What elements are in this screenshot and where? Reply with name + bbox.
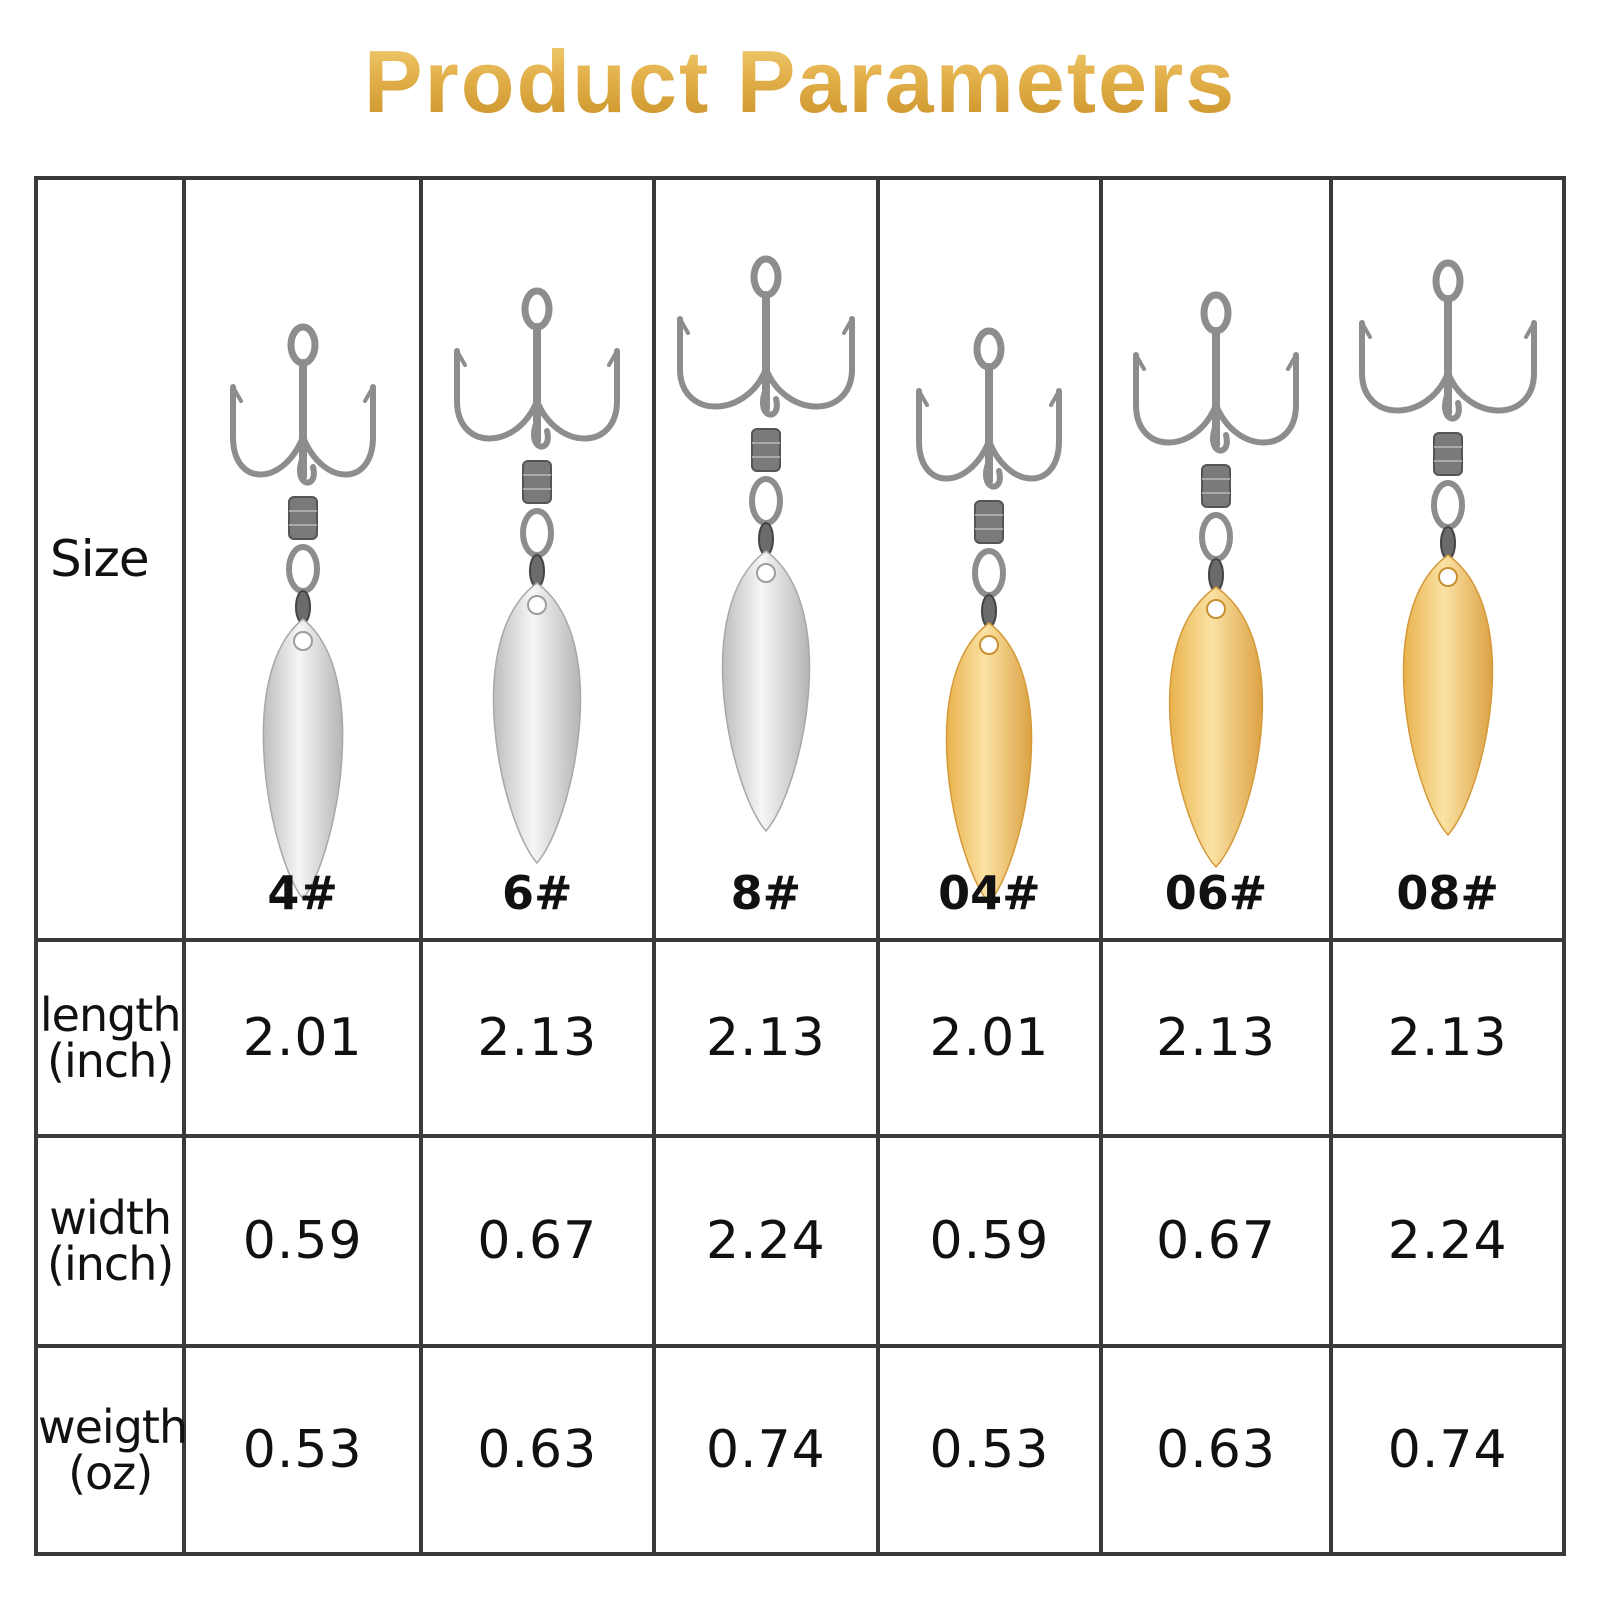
width-value: 2.24 xyxy=(1329,1134,1566,1348)
length-value: 2.13 xyxy=(418,938,656,1138)
product-cell: 6# xyxy=(418,176,656,942)
length-value: 2.01 xyxy=(876,938,1103,1138)
width-row-label: width (inch) xyxy=(33,1134,187,1348)
willow-blade xyxy=(946,622,1033,899)
size-label: 4# xyxy=(267,866,338,920)
treble-hook xyxy=(1133,291,1300,454)
weight-value: 0.74 xyxy=(651,1344,881,1556)
width-value: 0.67 xyxy=(1098,1134,1334,1348)
length-value: 2.13 xyxy=(651,938,881,1138)
size-row-label: Size xyxy=(33,176,187,942)
weight-unit: (oz) xyxy=(68,1446,153,1500)
size-label: 8# xyxy=(730,866,802,920)
weight-value: 0.53 xyxy=(182,1344,423,1556)
weight-value: 0.63 xyxy=(1098,1344,1334,1556)
weight-row-label: weigth (oz) xyxy=(33,1344,188,1556)
product-cell: 06# xyxy=(1098,176,1334,942)
willow-blade xyxy=(493,582,582,865)
parameters-table: Size 4# 6# 8# 04# 06# 08# length (inch xyxy=(33,176,1566,1556)
width-row: width (inch) 0.59 0.67 2.24 0.59 0.67 2.… xyxy=(33,1134,1566,1348)
product-cell: 4# xyxy=(182,176,423,942)
spinner-hook-icon xyxy=(229,323,376,899)
spinner-hook-icon xyxy=(676,255,855,833)
width-value: 0.59 xyxy=(182,1134,423,1348)
length-value: 2.13 xyxy=(1098,938,1334,1138)
size-label: 6# xyxy=(502,866,573,920)
width-label: width xyxy=(49,1191,172,1245)
weight-value: 0.53 xyxy=(876,1344,1103,1556)
parameters-table-wrapper: Size 4# 6# 8# 04# 06# 08# length (inch xyxy=(33,176,1566,1556)
length-row: length (inch) 2.01 2.13 2.13 2.01 2.13 2… xyxy=(33,938,1566,1138)
weight-label: weigth xyxy=(38,1400,188,1454)
treble-hook xyxy=(229,323,376,486)
product-cell: 08# xyxy=(1329,176,1566,942)
length-value: 2.13 xyxy=(1329,938,1566,1138)
willow-blade xyxy=(1402,554,1493,837)
product-cell: 8# xyxy=(651,176,881,942)
spinner-hook-icon xyxy=(916,327,1063,899)
length-value: 2.01 xyxy=(182,938,423,1138)
size-label: 08# xyxy=(1396,866,1499,920)
page-title: Product Parameters xyxy=(0,32,1600,132)
weight-value: 0.63 xyxy=(418,1344,656,1556)
length-row-label: length (inch) xyxy=(33,938,187,1138)
weight-row: weigth (oz) 0.53 0.63 0.74 0.53 0.63 0.7… xyxy=(33,1344,1566,1556)
willow-blade xyxy=(1168,586,1264,869)
width-value: 2.24 xyxy=(651,1134,881,1348)
spinner-hook-icon xyxy=(1133,291,1300,869)
treble-hook xyxy=(676,255,855,418)
weight-value: 0.74 xyxy=(1329,1344,1566,1556)
width-value: 0.59 xyxy=(876,1134,1103,1348)
treble-hook xyxy=(454,287,621,450)
treble-hook xyxy=(916,327,1063,490)
width-value: 0.67 xyxy=(418,1134,656,1348)
size-row: Size 4# 6# 8# 04# 06# 08# xyxy=(33,176,1566,942)
willow-blade xyxy=(262,618,344,899)
willow-blade xyxy=(721,550,811,833)
spinner-hook-icon xyxy=(454,287,621,865)
treble-hook xyxy=(1358,259,1537,422)
spinner-hook-icon xyxy=(1358,259,1537,837)
length-unit: (inch) xyxy=(47,1034,174,1088)
length-label: length xyxy=(39,988,182,1042)
size-label: 06# xyxy=(1164,866,1268,920)
product-cell: 04# xyxy=(876,176,1103,942)
width-unit: (inch) xyxy=(47,1237,174,1291)
size-label: 04# xyxy=(938,866,1041,920)
